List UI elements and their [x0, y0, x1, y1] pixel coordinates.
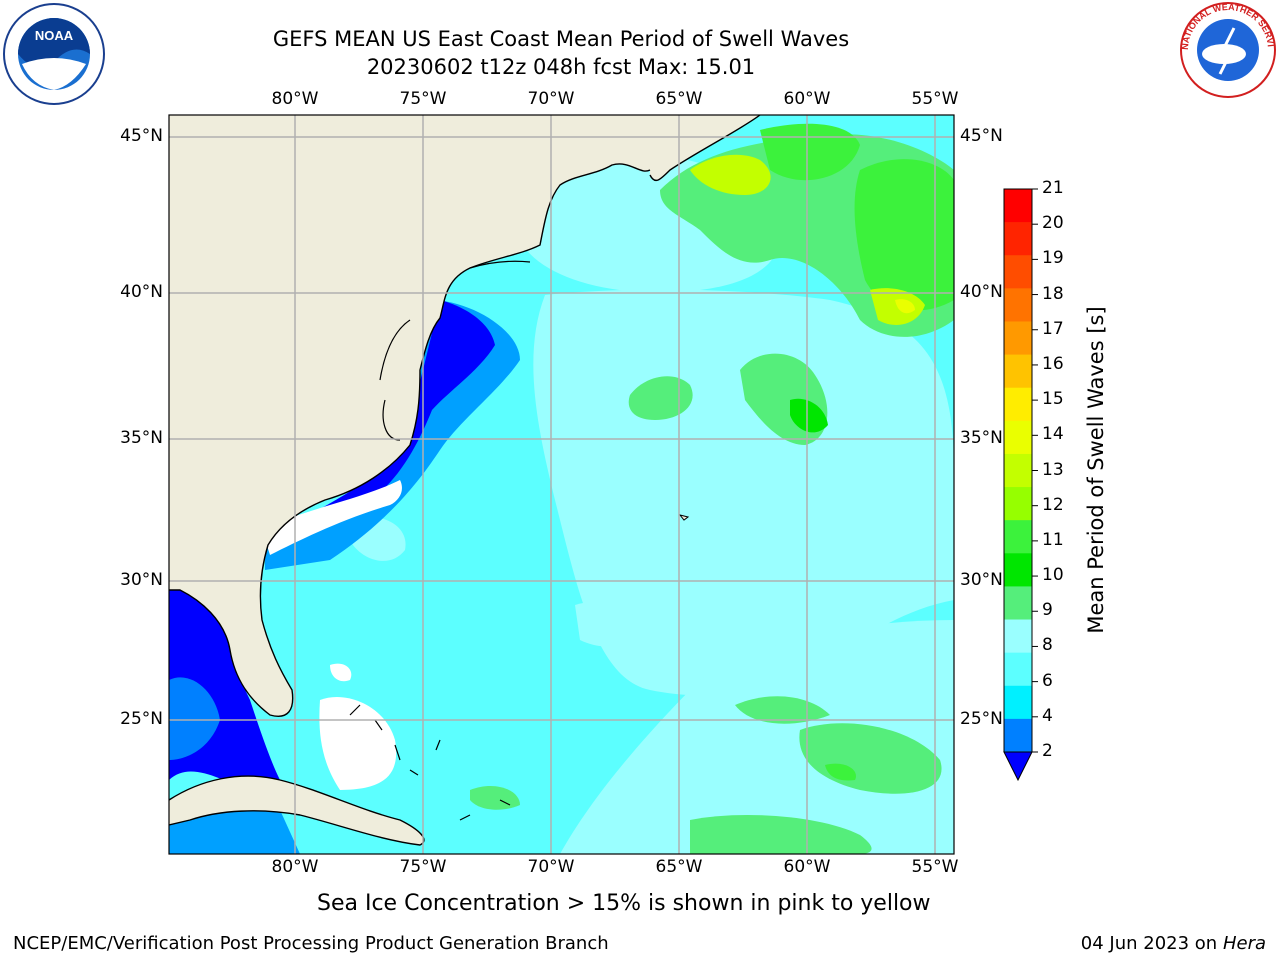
colorbar-segment — [1004, 189, 1032, 223]
colorbar-segment — [1004, 387, 1032, 422]
sea-ice-note: Sea Ice Concentration > 15% is shown in … — [317, 891, 931, 916]
lon-label-bottom: 65°W — [655, 857, 703, 877]
machine-name: Hera — [1222, 933, 1266, 954]
lon-label-top: 80°W — [271, 89, 319, 109]
lon-label-top: 75°W — [399, 89, 447, 109]
colorbar-tick-label: 21 — [1042, 178, 1064, 198]
colorbar-segment — [1004, 718, 1032, 753]
lat-label-left: 35°N — [120, 428, 163, 448]
colorbar-tick-label: 8 — [1042, 635, 1053, 656]
date-line: 04 Jun 2023 on Hera — [1081, 933, 1266, 954]
colorbar-segment — [1004, 420, 1032, 455]
nws-logo: NATIONAL WEATHER SERVICE — [1176, 0, 1276, 98]
lon-label-bottom: 70°W — [527, 857, 575, 877]
lon-label-bottom: 75°W — [399, 857, 447, 877]
colorbar-tick-label: 14 — [1042, 424, 1064, 445]
lat-label-right: 25°N — [960, 709, 1003, 729]
chart-subtitle: 20230602 t12z 048h fcst Max: 15.01 — [366, 55, 756, 79]
colorbar-title: Mean Period of Swell Waves [s] — [1084, 306, 1108, 634]
lat-label-right: 40°N — [960, 282, 1003, 302]
noaa-logo-text: NOAA — [35, 28, 74, 43]
colorbar-segment — [1004, 288, 1032, 322]
colorbar-tick-label: 19 — [1042, 248, 1064, 269]
lon-label-bottom: 80°W — [271, 857, 319, 877]
colorbar-segment — [1004, 321, 1032, 356]
lon-label-top: 55°W — [911, 89, 959, 109]
lat-label-left: 45°N — [120, 126, 163, 146]
colorbar-segment — [1004, 487, 1032, 521]
noaa-logo: NOAA — [3, 3, 105, 105]
colorbar-tick-label: 20 — [1042, 213, 1064, 234]
colorbar-tick-label: 12 — [1042, 494, 1064, 515]
colorbar-segment — [1004, 685, 1032, 720]
lon-label-bottom: 60°W — [783, 857, 831, 877]
colorbar-segment — [1004, 255, 1032, 289]
colorbar-tick-label: 6 — [1042, 670, 1053, 691]
lat-label-left: 25°N — [120, 709, 163, 729]
colorbar-tick-label: 16 — [1042, 353, 1064, 374]
swell-period-contours — [169, 123, 954, 854]
colorbar — [1003, 188, 1038, 782]
lat-label-right: 45°N — [960, 126, 1003, 146]
colorbar-tick-label: 9 — [1042, 600, 1053, 621]
colorbar-segment — [1004, 652, 1032, 687]
colorbar-segment — [1004, 354, 1032, 389]
chart-title: GEFS MEAN US East Coast Mean Period of S… — [272, 27, 850, 51]
colorbar-segment — [1004, 619, 1032, 654]
colorbar-segment — [1004, 453, 1032, 488]
colorbar-tick-label: 11 — [1042, 529, 1064, 550]
colorbar-tick-label: 13 — [1042, 459, 1064, 480]
date-text: 04 Jun 2023 on — [1080, 933, 1218, 954]
colorbar-segment — [1004, 222, 1032, 256]
colorbar-tick-label: 17 — [1042, 318, 1064, 339]
colorbar-segment — [1004, 586, 1032, 621]
colorbar-tick-label: 4 — [1042, 705, 1053, 726]
colorbar-segment — [1004, 520, 1032, 554]
colorbar-tick-label: 18 — [1042, 283, 1064, 304]
lon-label-bottom: 55°W — [911, 857, 959, 877]
lat-label-left: 30°N — [120, 570, 163, 590]
colorbar-tick-label: 2 — [1042, 741, 1053, 761]
lon-label-top: 65°W — [655, 89, 703, 109]
lon-label-top: 60°W — [783, 89, 831, 109]
colorbar-extend-triangle — [1003, 751, 1033, 782]
graticule — [169, 115, 954, 854]
map-frame — [168, 114, 955, 855]
lat-label-right: 30°N — [960, 570, 1003, 590]
lon-label-top: 70°W — [527, 89, 575, 109]
colorbar-tick-label: 15 — [1042, 389, 1064, 410]
credit-line: NCEP/EMC/Verification Post Processing Pr… — [13, 933, 609, 954]
colorbar-tick-label: 10 — [1042, 565, 1064, 586]
lat-label-right: 35°N — [960, 428, 1003, 448]
colorbar-segment — [1004, 553, 1032, 587]
lat-label-left: 40°N — [120, 282, 163, 302]
